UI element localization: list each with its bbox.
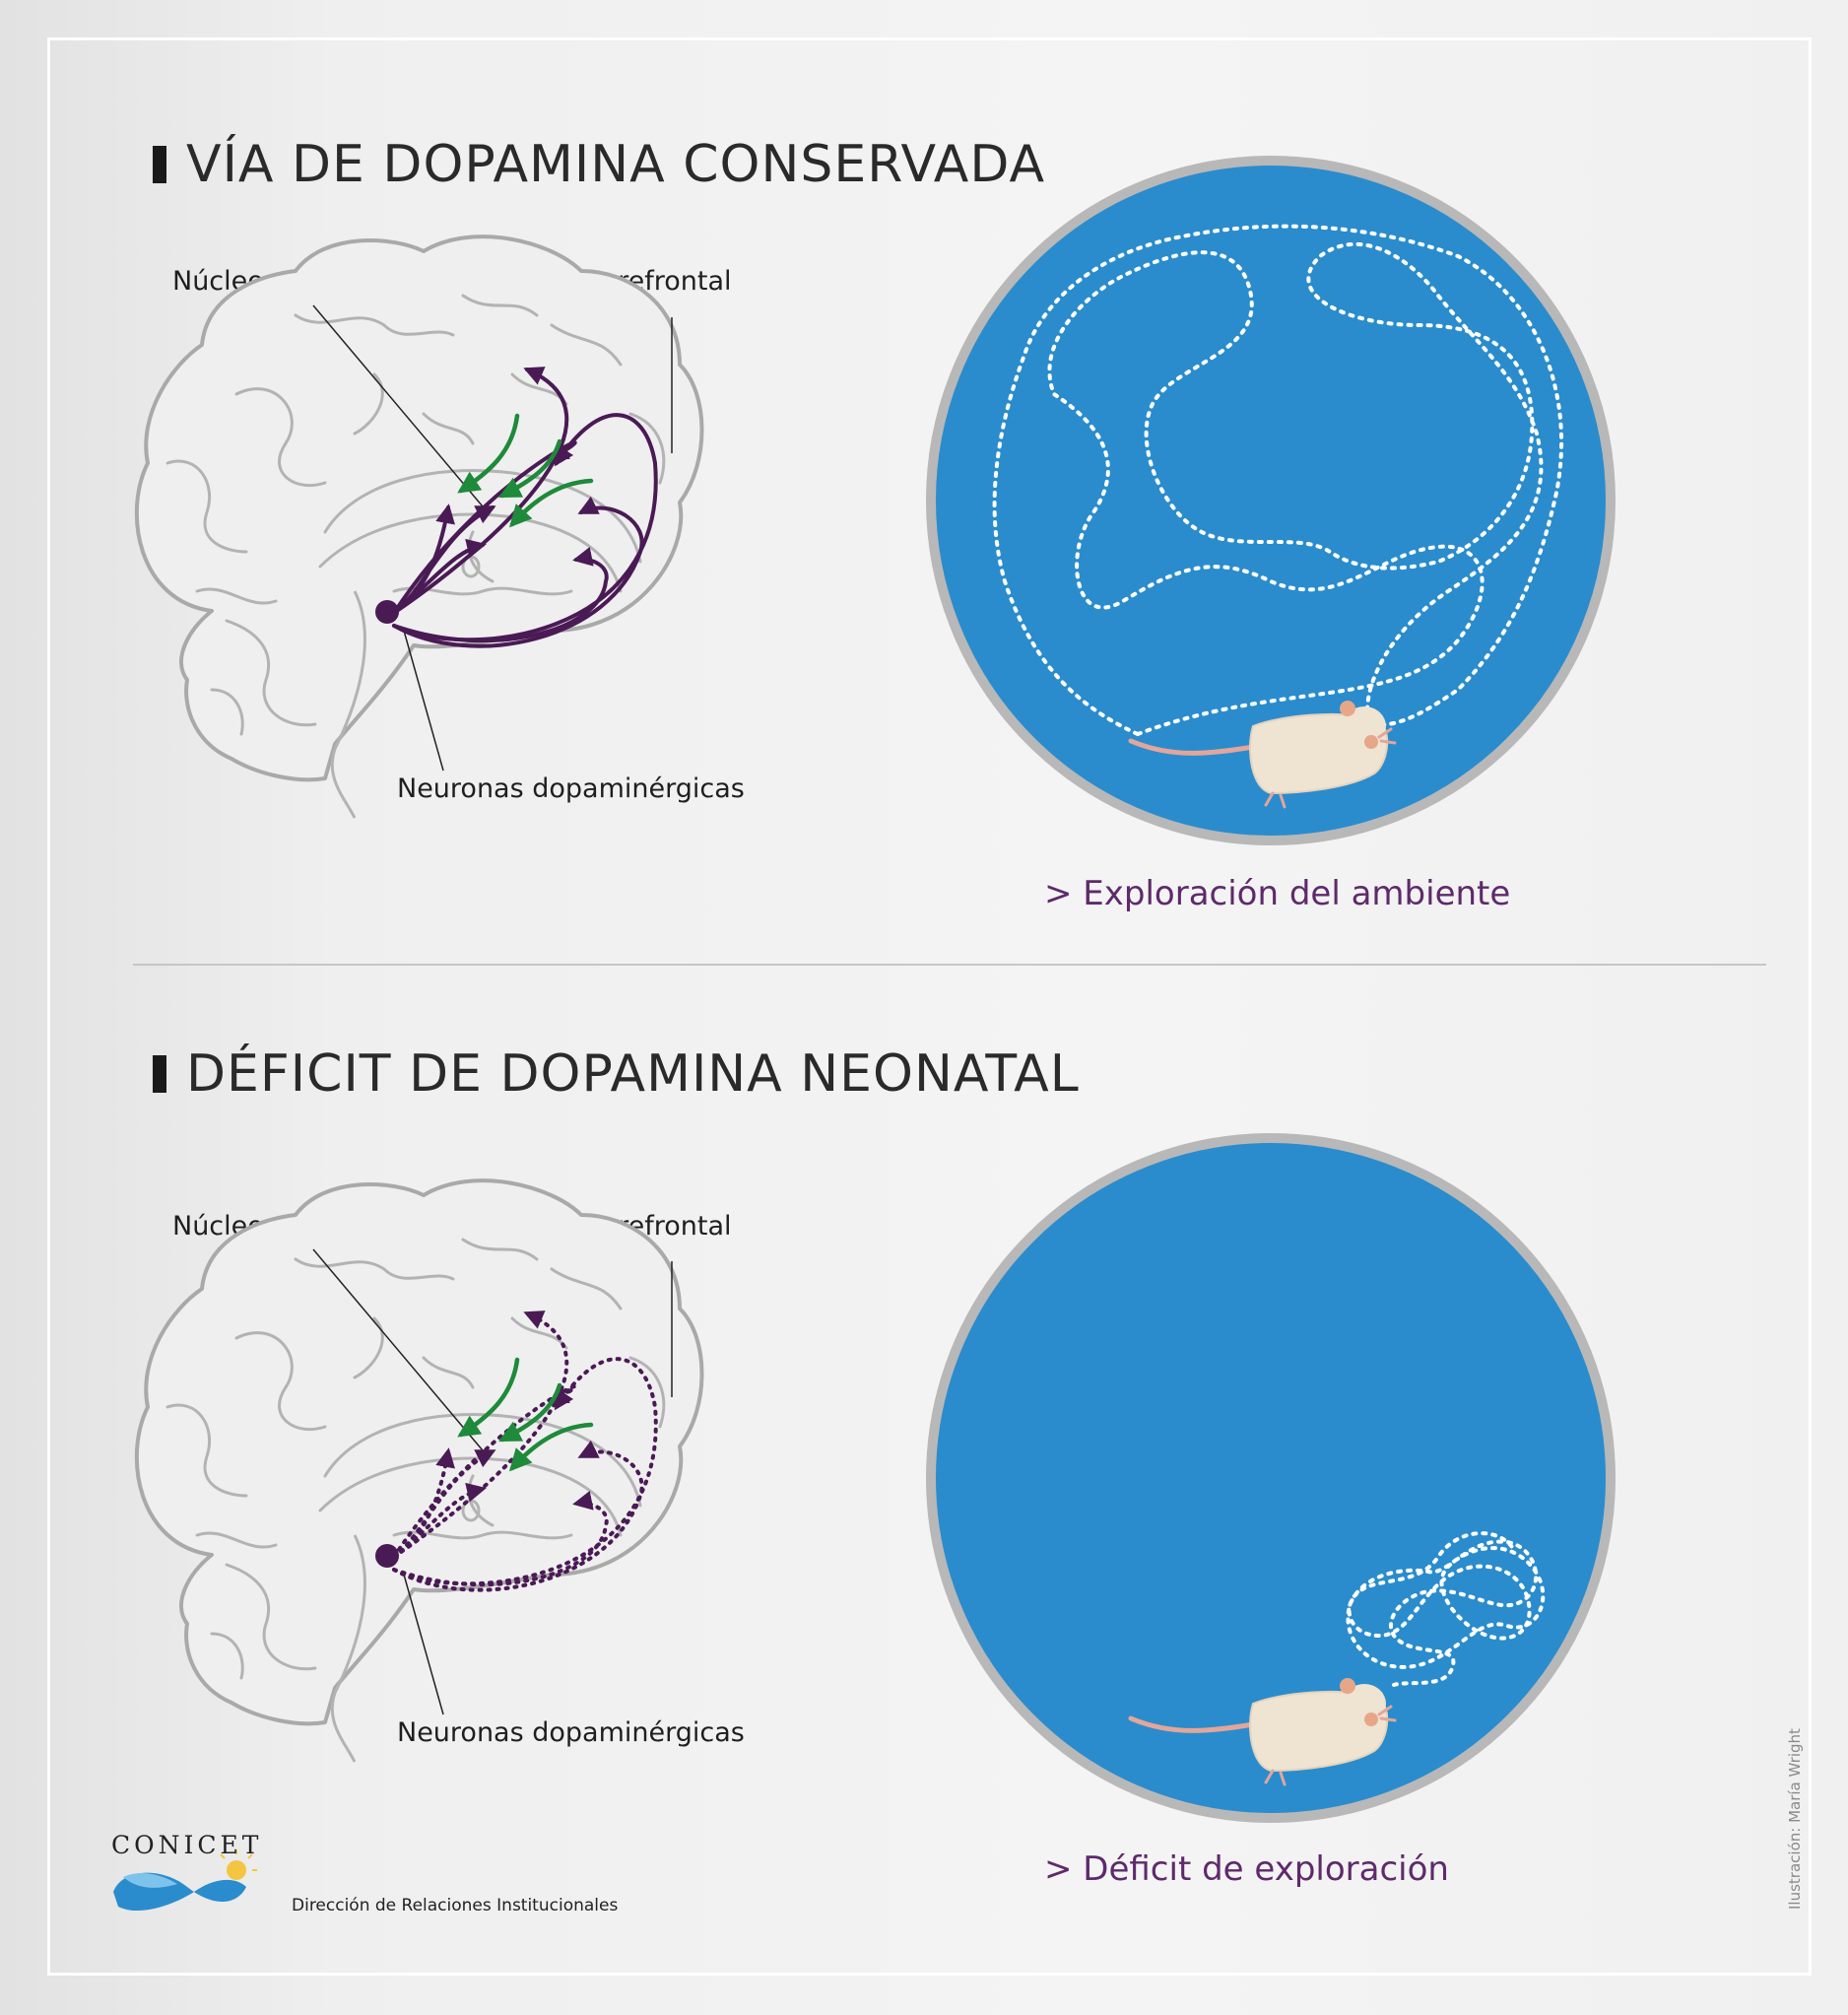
outer-frame bbox=[47, 37, 1812, 1976]
arena-circle bbox=[926, 156, 1616, 845]
conicet-logo-text: CONICET bbox=[111, 1831, 263, 1859]
title-marker bbox=[153, 1055, 166, 1093]
dopaminergic-neuron-dot bbox=[375, 600, 399, 624]
caption-exploration: > Exploración del ambiente bbox=[1044, 874, 1511, 913]
label-dopaminergic-neurons: Neuronas dopaminérgicas bbox=[397, 773, 745, 804]
conicet-logo-icon bbox=[113, 1849, 257, 1911]
brain-diagram-deficit bbox=[134, 1178, 704, 1764]
dopamine-pathways-intact bbox=[392, 367, 658, 648]
section-divider bbox=[133, 964, 1766, 966]
leader-striatum bbox=[312, 1248, 489, 1457]
dopaminergic-neuron-dot bbox=[375, 1544, 399, 1568]
section-title-conserved: VÍA DE DOPAMINA CONSERVADA bbox=[153, 135, 1045, 194]
label-dopaminergic-neurons: Neuronas dopaminérgicas bbox=[397, 1717, 745, 1748]
leader-neurons bbox=[403, 630, 444, 772]
section-title-text: DÉFICIT DE DOPAMINA NEONATAL bbox=[186, 1044, 1080, 1104]
title-marker bbox=[153, 146, 166, 183]
leader-striatum bbox=[312, 304, 489, 513]
caption-exploration-deficit: > Déficit de exploración bbox=[1044, 1849, 1449, 1889]
arena-open-field-deficit bbox=[926, 1133, 1616, 1823]
brain-diagram-conserved bbox=[134, 235, 704, 820]
illustration-credit: Ilustración: María Wright bbox=[1786, 1728, 1804, 1910]
leader-neurons bbox=[403, 1574, 444, 1715]
exploration-path-short bbox=[1346, 1531, 1546, 1687]
department-name: Dirección de Relaciones Institucionales bbox=[292, 1896, 619, 1915]
section-title-deficit: DÉFICIT DE DOPAMINA NEONATAL bbox=[153, 1044, 1080, 1104]
dopamine-pathways-reduced bbox=[392, 1310, 658, 1592]
arena-circle bbox=[926, 1133, 1616, 1823]
exploration-path bbox=[992, 224, 1564, 736]
arena-open-field-conserved bbox=[926, 156, 1616, 845]
section-title-text: VÍA DE DOPAMINA CONSERVADA bbox=[186, 135, 1046, 194]
